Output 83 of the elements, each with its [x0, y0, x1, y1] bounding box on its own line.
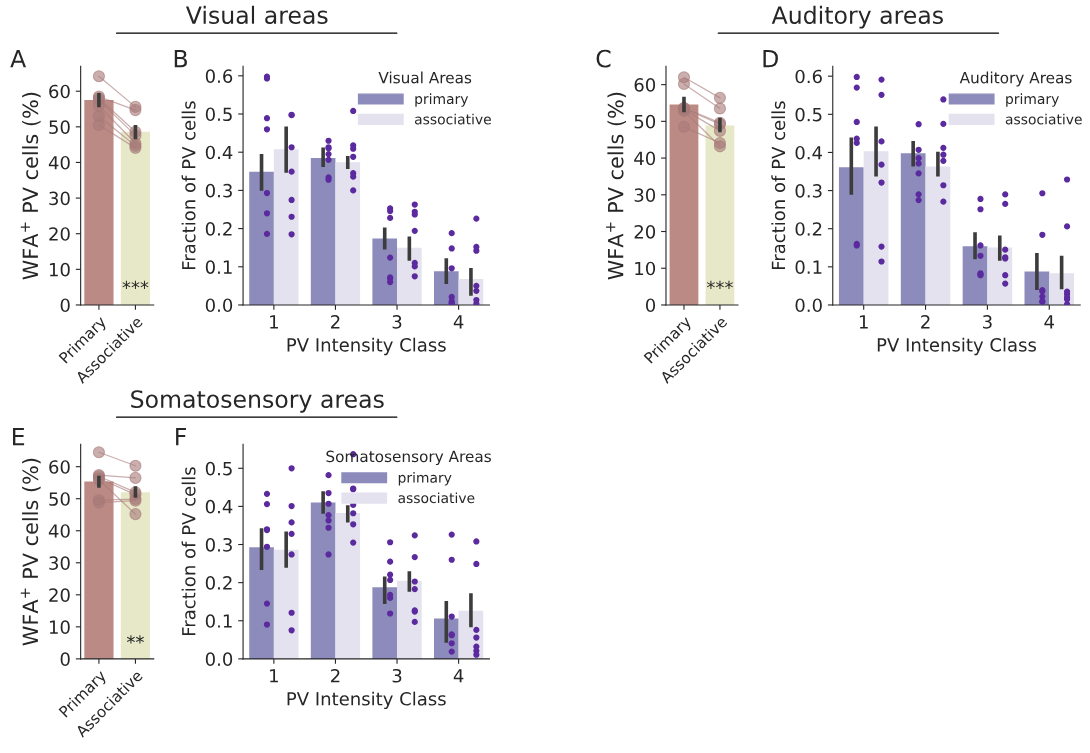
- y-tick-label: 0.0: [205, 652, 233, 666]
- legend-label: associative: [398, 492, 475, 504]
- annotation: ***: [706, 280, 733, 289]
- text: C: [596, 49, 611, 68]
- y-tick-label: 20: [634, 224, 656, 239]
- y-tick-label: 50: [49, 120, 70, 134]
- y-tick-label: 0.2: [205, 576, 232, 590]
- x-tick-label: 3: [392, 315, 402, 329]
- legend-label: primary: [415, 93, 469, 107]
- y-tick-label: 0: [60, 298, 70, 313]
- x-axis-title: PV Intensity Class: [287, 691, 446, 710]
- annotation: **: [126, 635, 144, 644]
- y-tick-label: 60: [634, 78, 656, 92]
- y-tick-label: 0.3: [205, 537, 232, 552]
- y-tick-label: 40: [48, 155, 70, 170]
- text: D: [763, 50, 778, 68]
- x-tick-label: 4: [1044, 315, 1054, 329]
- y-tick-label: 0.0: [205, 298, 233, 313]
- y-tick-label: 10: [635, 261, 656, 276]
- y-tick-label: 0.6: [795, 69, 822, 84]
- y-tick-label: 10: [49, 620, 70, 634]
- x-tick-label: 4: [453, 669, 464, 683]
- text: B: [174, 50, 187, 68]
- text: Somatosensory areas: [131, 390, 384, 413]
- y-axis-title: WFA$^{+}$ PV cells (%): [606, 92, 626, 280]
- x-tick-label: 1: [270, 669, 278, 683]
- y-tick-label: 0.1: [205, 260, 232, 274]
- y-tick-label: 30: [634, 188, 656, 202]
- y-axis-title: WFA$^{+}$ PV cells (%): [20, 92, 41, 280]
- y-tick-label: 0.5: [205, 461, 232, 476]
- text: Visual areas: [185, 5, 328, 25]
- y-tick-label: 0.3: [205, 183, 232, 198]
- y-tick-label: 60: [49, 460, 70, 474]
- text: A: [10, 50, 27, 68]
- y-tick-label: 0.2: [205, 222, 232, 236]
- y-axis-title: Fraction of PV cells: [771, 101, 786, 270]
- y-tick-label: 0.4: [795, 145, 823, 160]
- y-tick-label: 50: [634, 114, 656, 129]
- y-tick-label: 10: [49, 262, 70, 277]
- annotation: ***: [122, 280, 149, 289]
- y-tick-label: 60: [49, 84, 70, 99]
- y-axis-title: Fraction of PV cells: [181, 101, 196, 270]
- legend-label: associative: [414, 113, 491, 125]
- y-tick-label: 0.4: [205, 145, 233, 160]
- y-tick-label: 0.3: [795, 184, 822, 198]
- y-tick-label: 30: [49, 191, 70, 206]
- y-tick-label: 0.1: [205, 614, 232, 628]
- y-tick-label: 0.0: [795, 298, 822, 313]
- y-tick-label: 50: [49, 492, 70, 506]
- text: F: [176, 428, 186, 446]
- x-tick-label: 4: [453, 315, 464, 329]
- x-tick-label: 2: [921, 315, 930, 329]
- x-tick-label: 2: [331, 668, 340, 683]
- y-tick-label: 0.2: [795, 222, 822, 236]
- x-tick-label: 3: [983, 315, 992, 329]
- y-tick-label: 0.4: [205, 499, 233, 514]
- y-tick-label: 0: [645, 298, 656, 313]
- text: E: [13, 428, 25, 446]
- x-tick-label: 2: [331, 315, 340, 329]
- y-axis-title: Fraction of PV cells: [181, 467, 196, 635]
- legend-title: Visual Areas: [378, 71, 472, 84]
- y-tick-label: 0.5: [205, 107, 232, 122]
- y-axis-title: WFA$^{+}$ PV cells (%): [20, 458, 41, 646]
- legend-label: associative: [1005, 113, 1082, 125]
- x-tick-label: 3: [392, 668, 402, 683]
- legend-title: Somatosensory Areas: [326, 450, 491, 466]
- x-tick-label: 1: [859, 315, 868, 329]
- y-tick-label: 0.5: [795, 107, 822, 122]
- legend-label: primary: [398, 472, 452, 486]
- y-tick-label: 0: [60, 652, 70, 666]
- text: Auditory areas: [771, 5, 943, 29]
- y-tick-label: 0.6: [205, 69, 233, 83]
- y-tick-label: 40: [48, 524, 70, 538]
- y-tick-label: 20: [49, 588, 70, 602]
- y-tick-label: 40: [634, 151, 656, 166]
- legend-label: primary: [1006, 93, 1059, 107]
- y-tick-label: 0.1: [795, 260, 822, 274]
- x-tick-label: 1: [270, 315, 278, 329]
- x-axis-title: PV Intensity Class: [287, 337, 446, 356]
- y-tick-label: 30: [49, 556, 70, 570]
- y-tick-label: 20: [49, 227, 70, 241]
- x-axis-title: PV Intensity Class: [877, 337, 1036, 356]
- legend-title: Auditory Areas: [959, 71, 1072, 87]
